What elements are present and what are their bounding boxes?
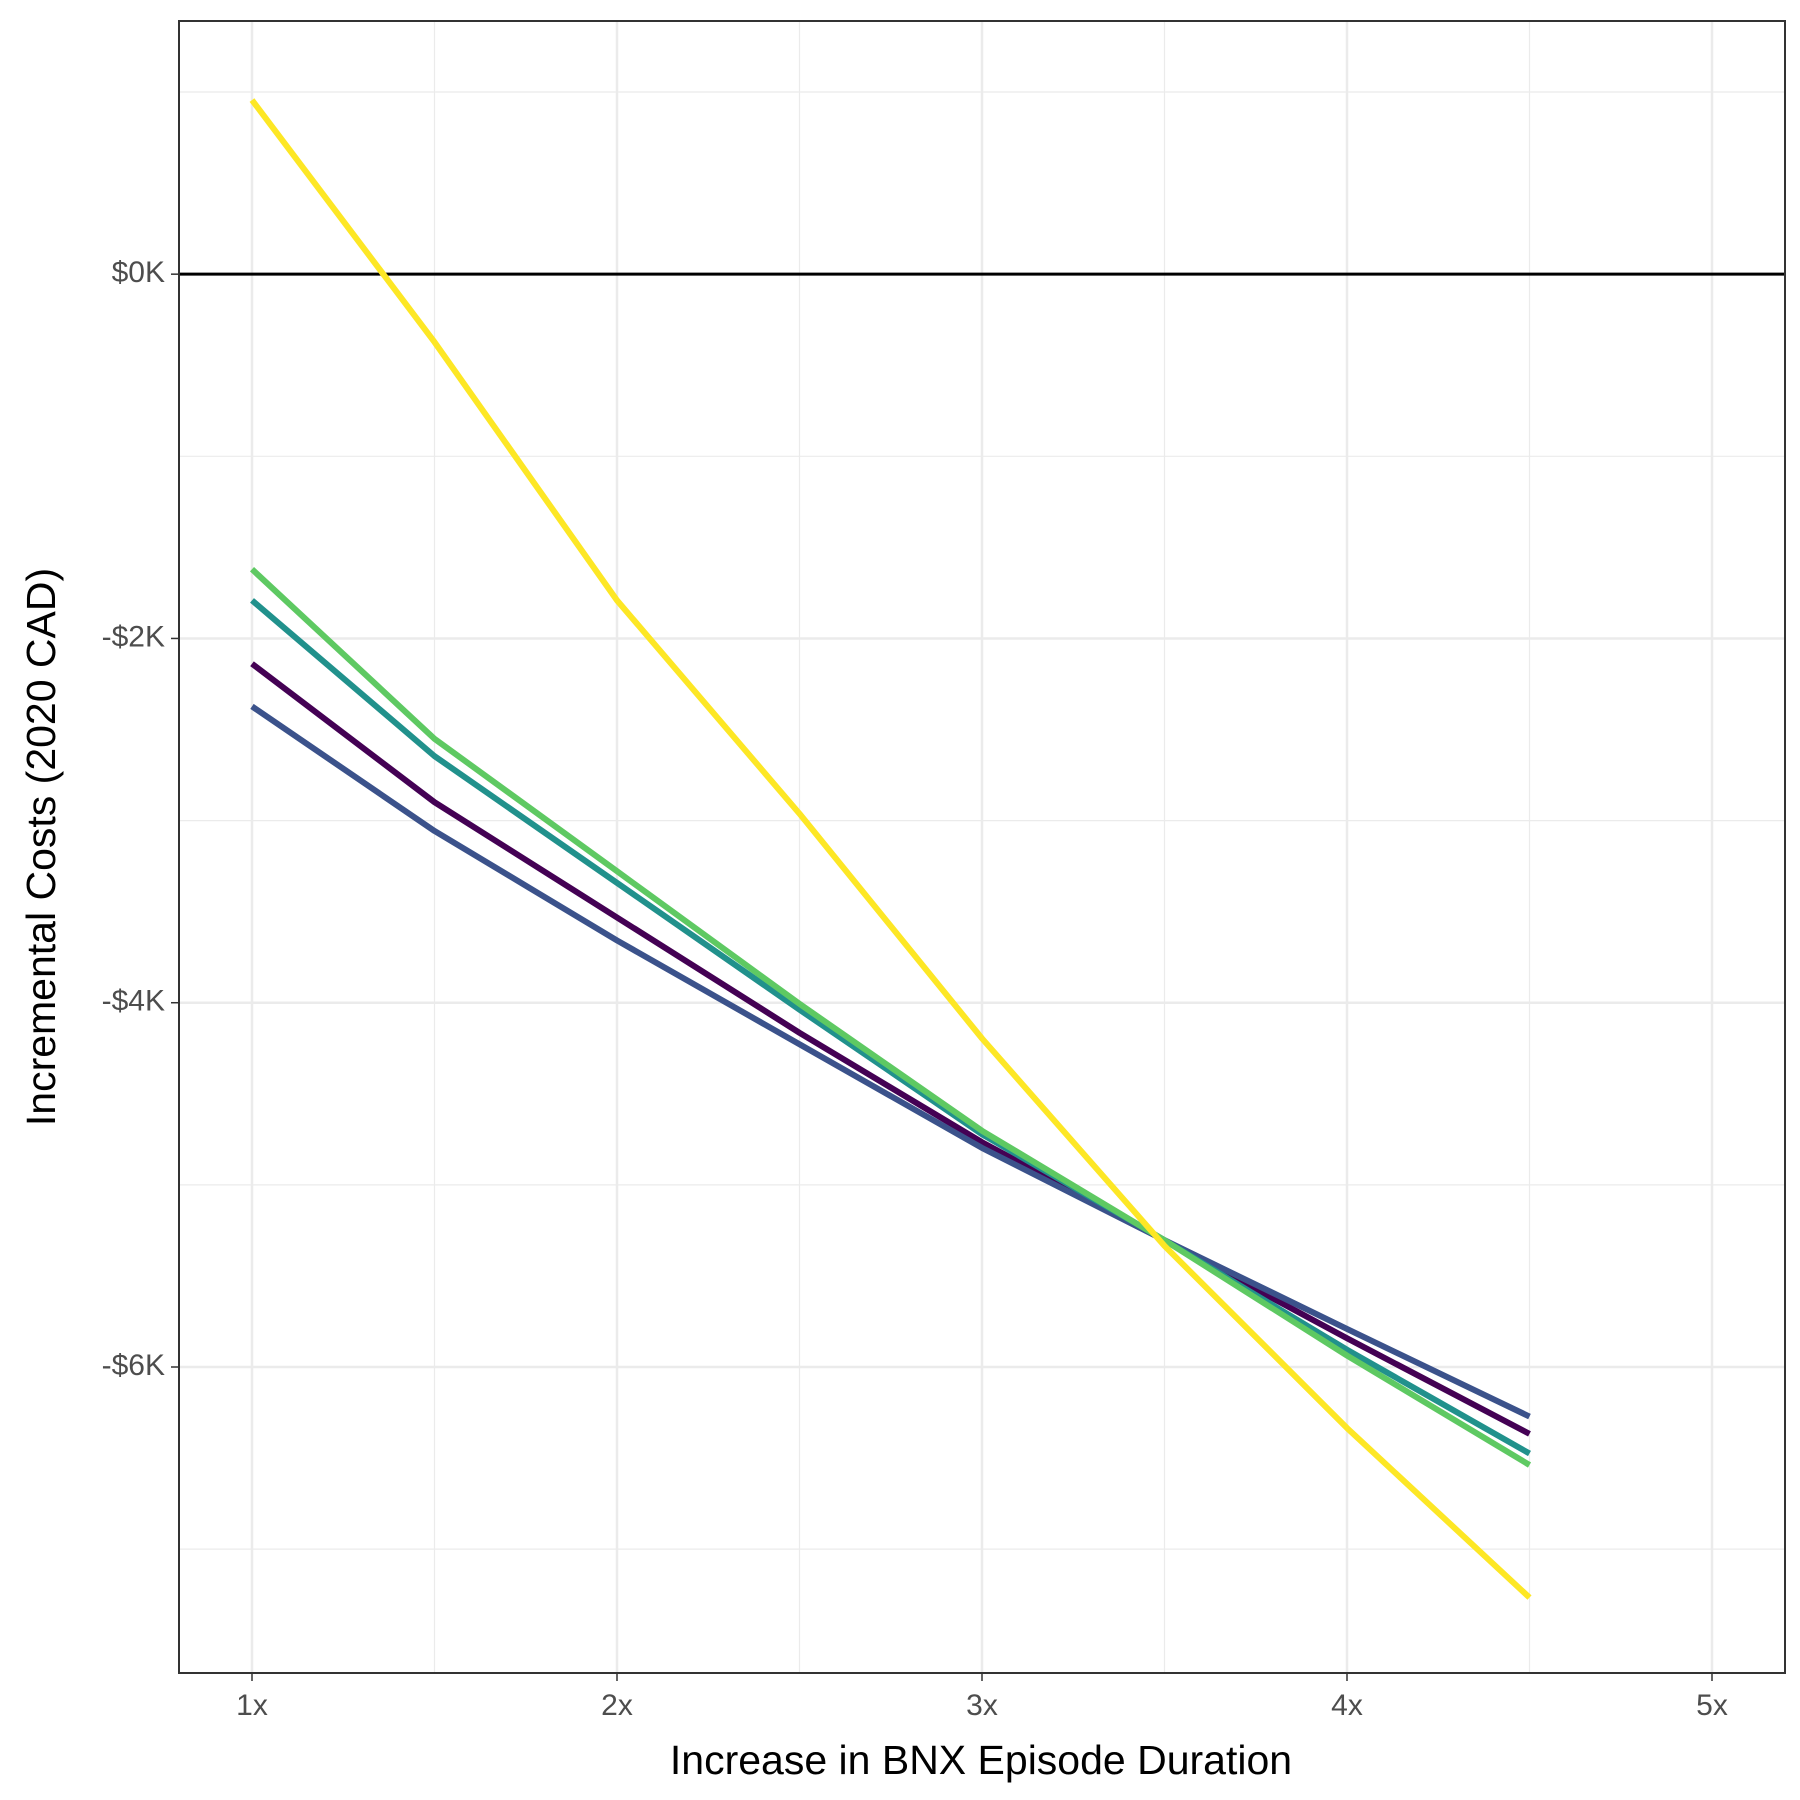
series-line bbox=[249, 98, 1532, 1600]
plot-border bbox=[178, 20, 1786, 1674]
y-tick-label: -$4K bbox=[102, 985, 165, 1018]
series-line bbox=[249, 567, 1532, 1468]
y-tick-label: -$2K bbox=[102, 620, 165, 653]
series-line bbox=[250, 703, 1531, 1420]
y-tick-label: $0K bbox=[112, 256, 165, 289]
x-tick-label: 1x bbox=[236, 1689, 268, 1722]
x-tick-label: 4x bbox=[1331, 1689, 1363, 1722]
y-axis-title: Incremental Costs (2020 CAD) bbox=[18, 568, 64, 1126]
series-line bbox=[250, 598, 1531, 1457]
x-tick-label: 3x bbox=[966, 1689, 998, 1722]
x-tick-label: 5x bbox=[1696, 1689, 1728, 1722]
y-tick-label: -$6K bbox=[102, 1349, 165, 1382]
series-line bbox=[250, 661, 1531, 1437]
x-tick-label: 2x bbox=[601, 1689, 633, 1722]
x-axis-title: Increase in BNX Episode Duration bbox=[670, 1737, 1292, 1783]
